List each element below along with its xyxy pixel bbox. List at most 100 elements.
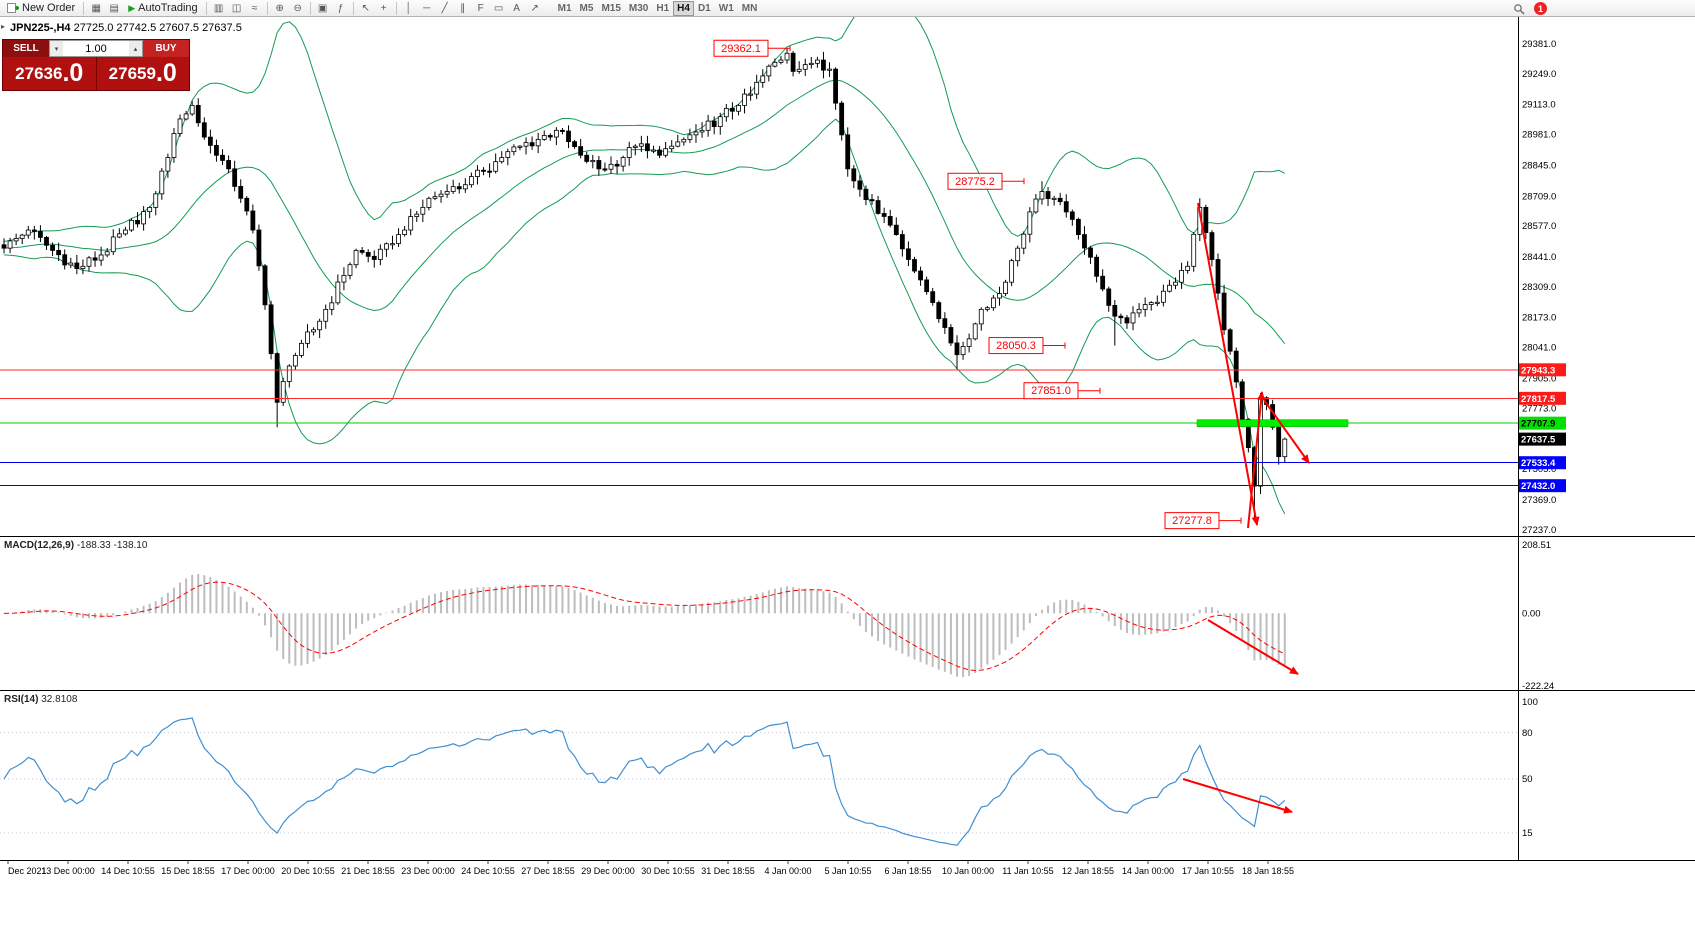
support-zone[interactable] xyxy=(1196,419,1349,427)
tile-windows-button[interactable]: ▣ xyxy=(314,1,332,16)
quote-prices: 27636.0 27659.0 xyxy=(3,57,189,90)
timeframe-W1[interactable]: W1 xyxy=(715,1,738,16)
crosshair-button[interactable]: + xyxy=(375,1,393,16)
candlestick-chart-button[interactable]: ◫ xyxy=(228,1,246,16)
volume-input[interactable] xyxy=(63,41,129,56)
charts-window-button[interactable]: ▦ xyxy=(87,1,105,16)
svg-text:27432.0: 27432.0 xyxy=(1521,481,1555,492)
svg-text:28050.3: 28050.3 xyxy=(996,340,1036,352)
trend-arrow[interactable] xyxy=(1182,778,1293,814)
vertical-line-button[interactable]: │ xyxy=(400,1,418,16)
svg-text:15 Dec 18:55: 15 Dec 18:55 xyxy=(161,866,215,876)
timeframe-D1[interactable]: D1 xyxy=(694,1,715,16)
zoom-out-button[interactable]: ⊖ xyxy=(289,1,307,16)
trend-arrow[interactable] xyxy=(1197,202,1260,526)
zoom-out-icon: ⊖ xyxy=(293,2,302,14)
svg-text:24 Dec 10:55: 24 Dec 10:55 xyxy=(461,866,515,876)
search-icon[interactable] xyxy=(1510,1,1528,16)
chart-title: JPN225-,H4 27725.0 27742.5 27607.5 27637… xyxy=(10,22,242,34)
price-axis[interactable] xyxy=(1518,17,1695,860)
macd-histogram xyxy=(3,574,1286,678)
zoom-in-button[interactable]: ⊕ xyxy=(271,1,289,16)
horizontal-line-button[interactable]: ─ xyxy=(418,1,436,16)
text-label-button[interactable]: A xyxy=(508,1,526,16)
candles xyxy=(1,48,1288,521)
one-click-trading-panel: SELL ▾ ▴ BUY 27636.0 27659.0 xyxy=(2,39,190,91)
candlestick-chart-icon: ◫ xyxy=(231,2,242,14)
timeframe-M1[interactable]: M1 xyxy=(554,1,576,16)
indicators-icon: ƒ xyxy=(337,2,344,14)
svg-text:27237.0: 27237.0 xyxy=(1522,525,1556,536)
bollinger-bands xyxy=(3,17,1286,515)
timeframe-M5[interactable]: M5 xyxy=(576,1,598,16)
price-tag xyxy=(1519,432,1566,446)
bar-chart-button[interactable]: ▥ xyxy=(210,1,228,16)
cursor-button[interactable]: ↖ xyxy=(357,1,375,16)
sell-price[interactable]: 27636.0 xyxy=(3,57,96,90)
svg-text:17 Jan 10:55: 17 Jan 10:55 xyxy=(1182,866,1234,876)
timeframe-H1[interactable]: H1 xyxy=(652,1,673,16)
price-tag xyxy=(1519,456,1566,470)
line-chart-button[interactable]: ≈ xyxy=(246,1,264,16)
equidistant-channel-icon: ∥ xyxy=(460,2,466,14)
svg-text:30 Dec 10:55: 30 Dec 10:55 xyxy=(641,866,695,876)
svg-text:28845.0: 28845.0 xyxy=(1522,160,1556,171)
svg-text:15: 15 xyxy=(1522,828,1533,839)
sell-price-main: 27636 xyxy=(15,63,63,83)
bar-chart-icon: ▥ xyxy=(213,2,224,14)
volume-up-button[interactable]: ▴ xyxy=(129,41,142,56)
shapes-icon: ▭ xyxy=(493,2,504,14)
svg-text:11 Jan 10:55: 11 Jan 10:55 xyxy=(1002,866,1053,876)
one-click-collapse-icon[interactable]: ▸ xyxy=(1,22,6,31)
macd-values: -188.33 -138.10 xyxy=(76,540,148,551)
arrow-tools-button[interactable]: ↗ xyxy=(526,1,544,16)
svg-text:28041.0: 28041.0 xyxy=(1522,343,1556,354)
svg-text:28173.0: 28173.0 xyxy=(1522,313,1556,324)
trend-arrow[interactable] xyxy=(1207,619,1299,675)
timeframe-M30[interactable]: M30 xyxy=(625,1,652,16)
buy-price[interactable]: 27659.0 xyxy=(95,57,190,90)
svg-text:10 Jan 00:00: 10 Jan 00:00 xyxy=(942,866,994,876)
trend-arrow[interactable] xyxy=(1263,399,1310,464)
indicators-button[interactable]: ƒ xyxy=(332,1,350,16)
svg-text:27817.5: 27817.5 xyxy=(1521,394,1556,405)
notification-badge[interactable]: 1 xyxy=(1534,2,1547,15)
svg-text:27505.0: 27505.0 xyxy=(1522,464,1556,475)
timeframe-H4[interactable]: H4 xyxy=(673,0,694,16)
svg-text:21 Dec 18:55: 21 Dec 18:55 xyxy=(341,866,395,876)
volume-down-button[interactable]: ▾ xyxy=(50,41,63,56)
new-order-button[interactable]: New Order xyxy=(2,1,80,16)
buy-button[interactable]: BUY xyxy=(143,40,189,57)
toolbar-separator xyxy=(83,1,85,15)
svg-text:14 Dec 10:55: 14 Dec 10:55 xyxy=(101,866,155,876)
new-order-label: New Order xyxy=(22,2,76,14)
crosshair-icon: + xyxy=(380,2,387,14)
svg-text:27637.5: 27637.5 xyxy=(1521,435,1556,446)
svg-text:4 Jan 00:00: 4 Jan 00:00 xyxy=(764,866,811,876)
price-tag xyxy=(1519,479,1566,493)
equidistant-channel-button[interactable]: ∥ xyxy=(454,1,472,16)
autotrading-button[interactable]: ▶ AutoTrading xyxy=(123,1,202,16)
timeframe-MN[interactable]: MN xyxy=(738,1,762,16)
svg-text:6 Jan 18:55: 6 Jan 18:55 xyxy=(884,866,931,876)
trend-arrows xyxy=(1182,202,1310,814)
trendline-button[interactable]: ╱ xyxy=(436,1,454,16)
toolbar-tool-icons: ▥ ◫ ≈ ⊕ ⊖ ▣ ƒ ↖ + │ ─ ╱ ∥ F ▭ A ↗ xyxy=(210,1,544,16)
timeframe-M15[interactable]: M15 xyxy=(597,1,624,16)
time-axis[interactable] xyxy=(0,861,1518,881)
chart-canvas[interactable]: 29381.0 29249.0 29113.0 28981.0 28845.0 28709… xyxy=(0,17,1695,939)
svg-text:23 Dec 00:00: 23 Dec 00:00 xyxy=(401,866,455,876)
text-label-icon: A xyxy=(513,2,520,14)
profiles-button[interactable]: ▤ xyxy=(105,1,123,16)
rsi-indicator-label: RSI(14) 32.8108 xyxy=(4,694,77,705)
macd-indicator-label: MACD(12,26,9) -188.33 -138.10 xyxy=(4,540,147,551)
trend-arrow[interactable] xyxy=(1247,391,1266,529)
shapes-button[interactable]: ▭ xyxy=(490,1,508,16)
horizontal-line-icon: ─ xyxy=(423,2,431,14)
sell-button[interactable]: SELL xyxy=(3,40,49,57)
svg-text:17 Dec 00:00: 17 Dec 00:00 xyxy=(221,866,275,876)
fibonacci-button[interactable]: F xyxy=(472,1,490,16)
svg-text:28709.0: 28709.0 xyxy=(1522,191,1556,202)
rsi-line xyxy=(3,717,1286,846)
chart-window: ▸ JPN225-,H4 27725.0 27742.5 27607.5 276… xyxy=(0,17,1695,939)
